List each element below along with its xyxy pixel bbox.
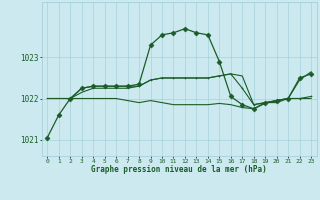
X-axis label: Graphe pression niveau de la mer (hPa): Graphe pression niveau de la mer (hPa) [91, 165, 267, 174]
